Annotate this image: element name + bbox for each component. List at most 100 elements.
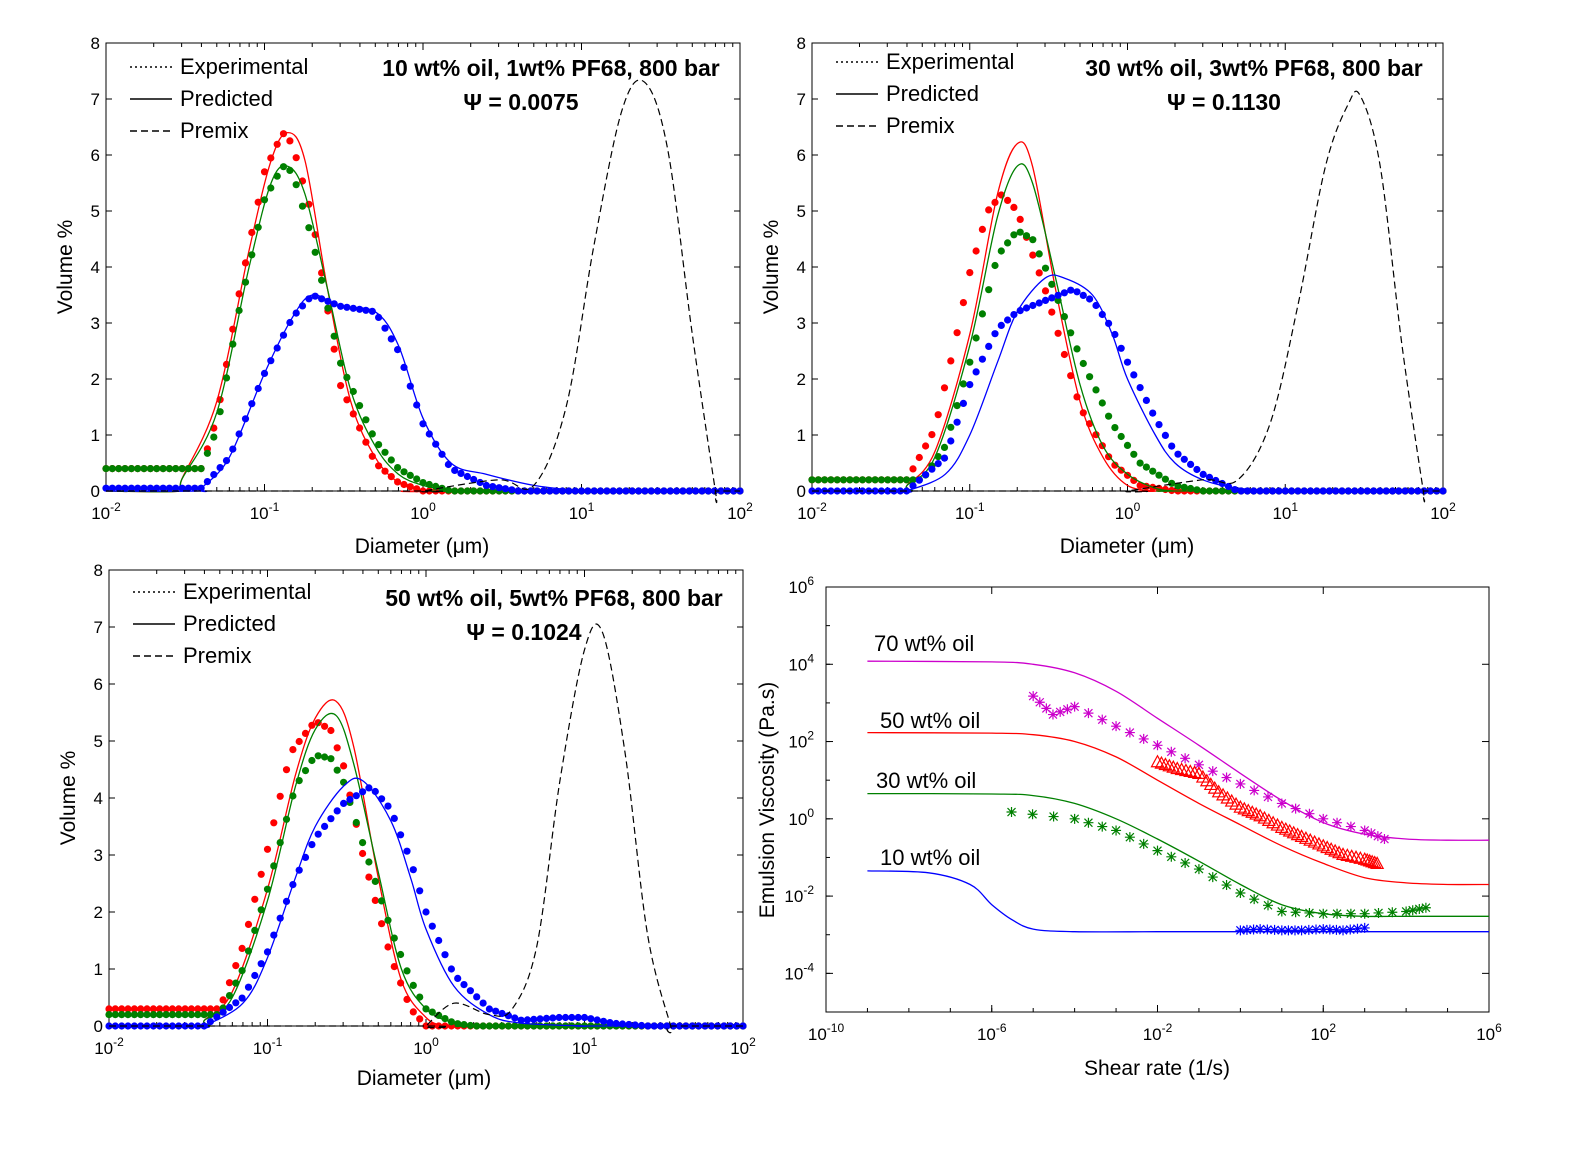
data-point: [1155, 421, 1163, 429]
data-point: [159, 465, 167, 473]
star-marker: [1269, 924, 1280, 935]
triangle-marker: [1170, 761, 1185, 775]
triangle-marker: [1233, 799, 1248, 813]
triangle-marker: [1344, 849, 1359, 862]
data-point: [1004, 316, 1012, 324]
data-point: [1161, 431, 1169, 439]
data-point: [124, 1005, 132, 1013]
star-marker: [1276, 798, 1287, 809]
data-point: [1262, 487, 1270, 495]
y-tick-label: 0: [797, 482, 806, 501]
triangle-marker: [1207, 780, 1222, 794]
data-point: [447, 965, 455, 973]
predicted-series-line-5: [109, 777, 743, 1029]
experimental-series-4: [102, 292, 744, 495]
data-point: [1130, 476, 1138, 484]
triangle-marker: [1353, 851, 1368, 864]
data-point: [172, 484, 180, 492]
data-point: [909, 465, 917, 473]
y-tick-label: 1: [797, 426, 806, 445]
data-point: [352, 818, 360, 827]
data-point: [922, 442, 930, 450]
data-point: [631, 1021, 639, 1029]
curve-label: 70 wt% oil: [874, 631, 974, 656]
data-point: [130, 1005, 138, 1013]
data-point: [454, 974, 462, 983]
y-tick-label: 6: [91, 146, 100, 165]
x-axis-label: Diameter (μm): [1060, 535, 1195, 558]
data-point: [1016, 228, 1024, 236]
data-point: [108, 465, 116, 473]
data-point: [972, 334, 980, 342]
data-point: [337, 382, 345, 390]
data-point: [966, 381, 974, 389]
data-point: [172, 465, 180, 473]
data-point: [298, 202, 307, 210]
triangle-marker: [1199, 773, 1214, 787]
data-point: [162, 1005, 170, 1013]
data-point: [378, 897, 386, 905]
data-point: [1010, 311, 1018, 319]
data-point: [1048, 294, 1056, 302]
data-point: [1250, 487, 1258, 495]
data-point: [457, 469, 465, 477]
x-tick-label: 10-6: [977, 1021, 1007, 1044]
star-marker: [1249, 785, 1260, 796]
x-tick-label: 101: [1272, 500, 1298, 523]
data-point: [953, 418, 961, 426]
data-point: [896, 476, 904, 484]
star-marker: [1235, 888, 1246, 899]
data-point: [359, 839, 367, 847]
data-point: [1123, 358, 1132, 366]
data-point: [203, 478, 211, 486]
star-marker: [1304, 808, 1315, 819]
data-point: [257, 870, 265, 878]
triangle-marker: [1211, 784, 1226, 798]
star-marker: [1420, 902, 1431, 913]
data-point: [210, 471, 218, 479]
data-point: [333, 766, 341, 774]
data-point: [903, 476, 911, 484]
star-marker: [1290, 907, 1301, 918]
data-point: [997, 321, 1005, 329]
data-point: [118, 1005, 126, 1013]
panel-subtitle: Ψ = 0.0075: [463, 89, 578, 115]
data-point: [184, 484, 192, 492]
star-marker: [1304, 907, 1315, 918]
star-marker: [1193, 759, 1204, 770]
data-point: [890, 476, 898, 484]
triangle-marker: [1249, 806, 1264, 820]
data-point: [289, 746, 297, 754]
data-point: [536, 1015, 544, 1023]
y-tick-label: 10-4: [784, 960, 814, 983]
data-point: [561, 1013, 570, 1022]
data-point: [327, 726, 335, 735]
data-point: [295, 737, 303, 746]
triangle-marker: [1178, 763, 1193, 777]
data-point: [959, 399, 968, 407]
y-tick-label: 4: [91, 258, 100, 277]
data-point: [162, 1011, 170, 1019]
data-point: [1212, 476, 1220, 485]
triangle-marker: [1349, 850, 1364, 863]
data-point: [260, 168, 269, 176]
data-point: [175, 1005, 183, 1013]
star-marker: [1083, 817, 1094, 828]
data-point: [966, 358, 974, 366]
data-point: [1180, 483, 1188, 491]
data-point: [978, 225, 987, 233]
data-point: [1149, 467, 1157, 475]
triangle-marker: [1150, 754, 1165, 768]
data-point: [877, 476, 886, 484]
data-point: [308, 756, 316, 765]
data-point: [225, 1003, 234, 1012]
predicted-series-line-3: [105, 165, 740, 493]
data-point: [498, 1009, 506, 1018]
star-marker: [1345, 821, 1356, 832]
data-point: [1004, 196, 1012, 204]
data-point: [263, 885, 272, 893]
data-point: [305, 224, 313, 232]
star-marker: [1235, 925, 1246, 936]
star-marker: [1047, 709, 1058, 720]
star-marker: [1372, 831, 1383, 842]
